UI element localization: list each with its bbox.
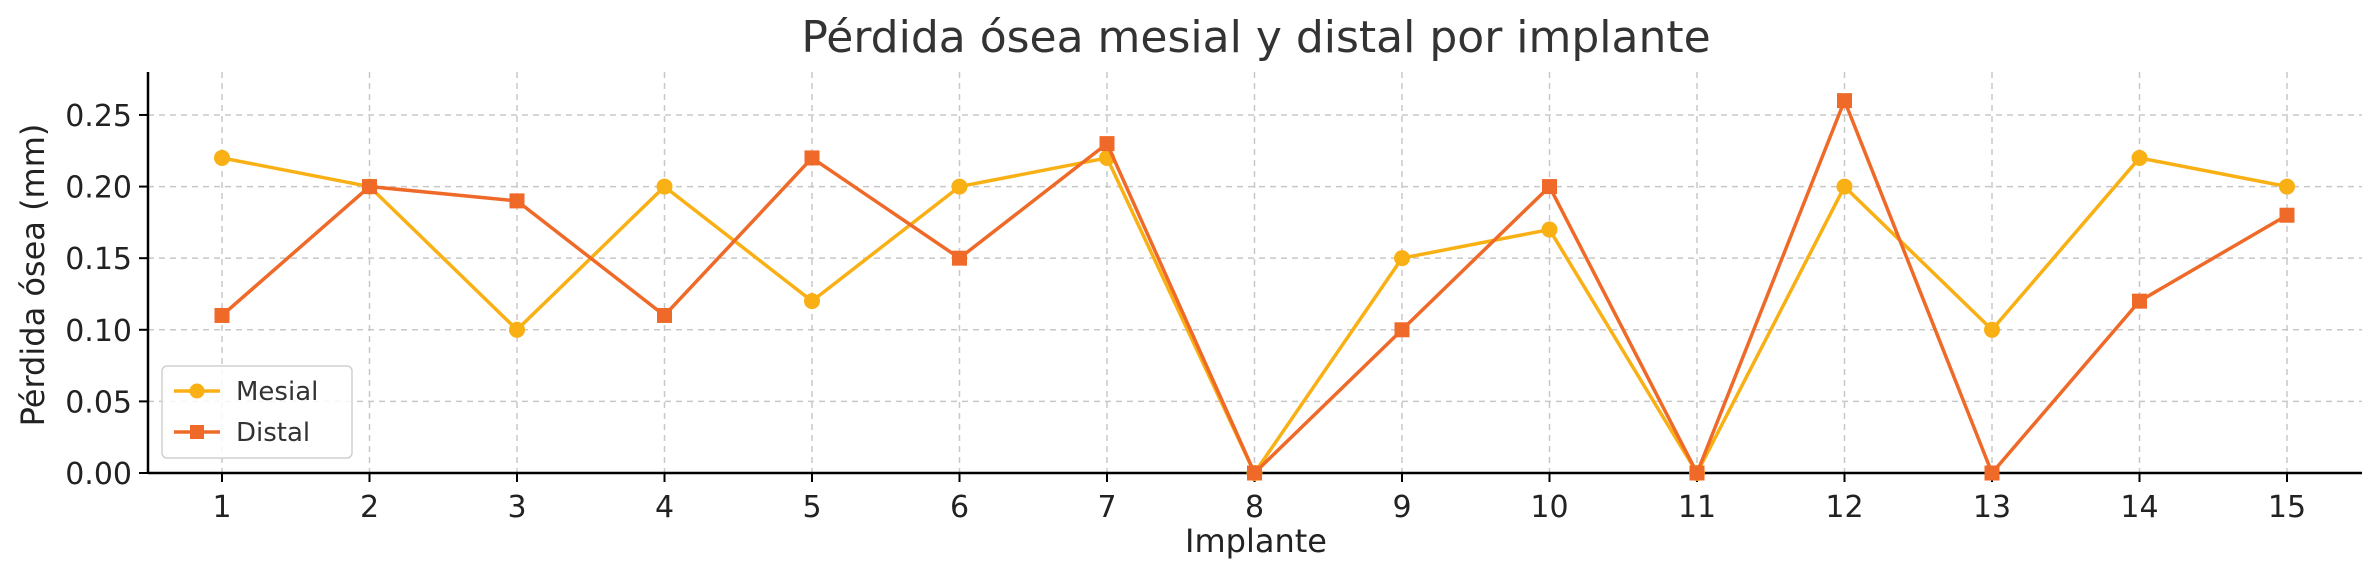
legend-box	[161, 365, 353, 459]
x-tick-label: 12	[1825, 490, 1863, 525]
y-tick-label: 0.15	[65, 242, 132, 277]
data-point-mesial	[656, 178, 673, 195]
data-point-mesial	[2131, 149, 2148, 166]
x-axis-label: Implante	[1185, 522, 1327, 560]
x-tick-label: 2	[360, 490, 379, 525]
data-point-distal	[214, 307, 230, 323]
data-point-distal	[509, 193, 525, 209]
y-tick-label: 0.10	[65, 314, 132, 349]
data-point-mesial	[2279, 178, 2295, 195]
x-tick-label: 10	[1530, 490, 1568, 525]
y-tick-label: 0.20	[65, 171, 132, 206]
x-tick-label: 15	[2268, 490, 2306, 525]
data-point-distal	[1689, 465, 1705, 481]
legend-marker-mesial	[189, 383, 205, 399]
data-point-mesial	[804, 293, 820, 310]
data-point-distal	[1247, 465, 1262, 481]
y-axis-label: Pérdida ósea (mm)	[14, 124, 52, 427]
data-point-mesial	[214, 149, 230, 166]
x-tick-label: 14	[2120, 490, 2158, 525]
x-tick-label: 7	[1097, 490, 1116, 525]
data-point-distal	[1984, 465, 2000, 481]
x-tick-label: 9	[1392, 490, 1411, 525]
legend-marker-distal	[190, 425, 204, 439]
data-point-mesial	[1836, 178, 1853, 195]
x-tick-label: 1	[212, 490, 231, 525]
data-point-distal	[804, 150, 820, 166]
grid	[148, 72, 2362, 473]
data-point-distal	[2279, 207, 2295, 223]
y-tick-label: 0.25	[65, 99, 132, 134]
data-point-distal	[1837, 93, 1852, 109]
x-axis-ticks: 1 2 3 4 5 6 7 8 9 10 11 12 13 14 15	[212, 473, 2306, 525]
x-tick-label: 3	[507, 490, 526, 525]
data-point-distal	[1542, 179, 1557, 195]
legend: Mesial Distal	[161, 365, 353, 459]
data-point-mesial	[1541, 221, 1558, 238]
y-tick-label: 0.05	[65, 385, 132, 420]
data-point-distal	[362, 179, 377, 195]
data-point-mesial	[1394, 250, 1410, 267]
data-point-mesial	[1984, 321, 2000, 338]
data-point-mesial	[509, 321, 525, 338]
x-tick-label: 8	[1245, 490, 1264, 525]
data-point-distal	[2132, 293, 2147, 309]
data-point-distal	[657, 307, 672, 323]
y-axis-ticks: 0.00 0.05 0.10 0.15 0.20 0.25	[65, 99, 148, 492]
chart-title: Pérdida ósea mesial y distal por implant…	[801, 12, 1710, 63]
x-tick-label: 4	[655, 490, 674, 525]
x-tick-label: 5	[802, 490, 821, 525]
legend-label-distal: Distal	[236, 418, 310, 448]
data-point-distal	[1099, 136, 1115, 152]
x-tick-label: 6	[950, 490, 969, 525]
y-tick-label: 0.00	[65, 457, 132, 492]
legend-label-mesial: Mesial	[236, 377, 318, 407]
data-point-distal	[952, 250, 967, 266]
x-tick-label: 11	[1678, 490, 1716, 525]
x-tick-label: 13	[1973, 490, 2011, 525]
data-point-mesial	[951, 178, 968, 195]
data-point-distal	[1394, 322, 1410, 338]
series-layer	[214, 93, 2295, 481]
